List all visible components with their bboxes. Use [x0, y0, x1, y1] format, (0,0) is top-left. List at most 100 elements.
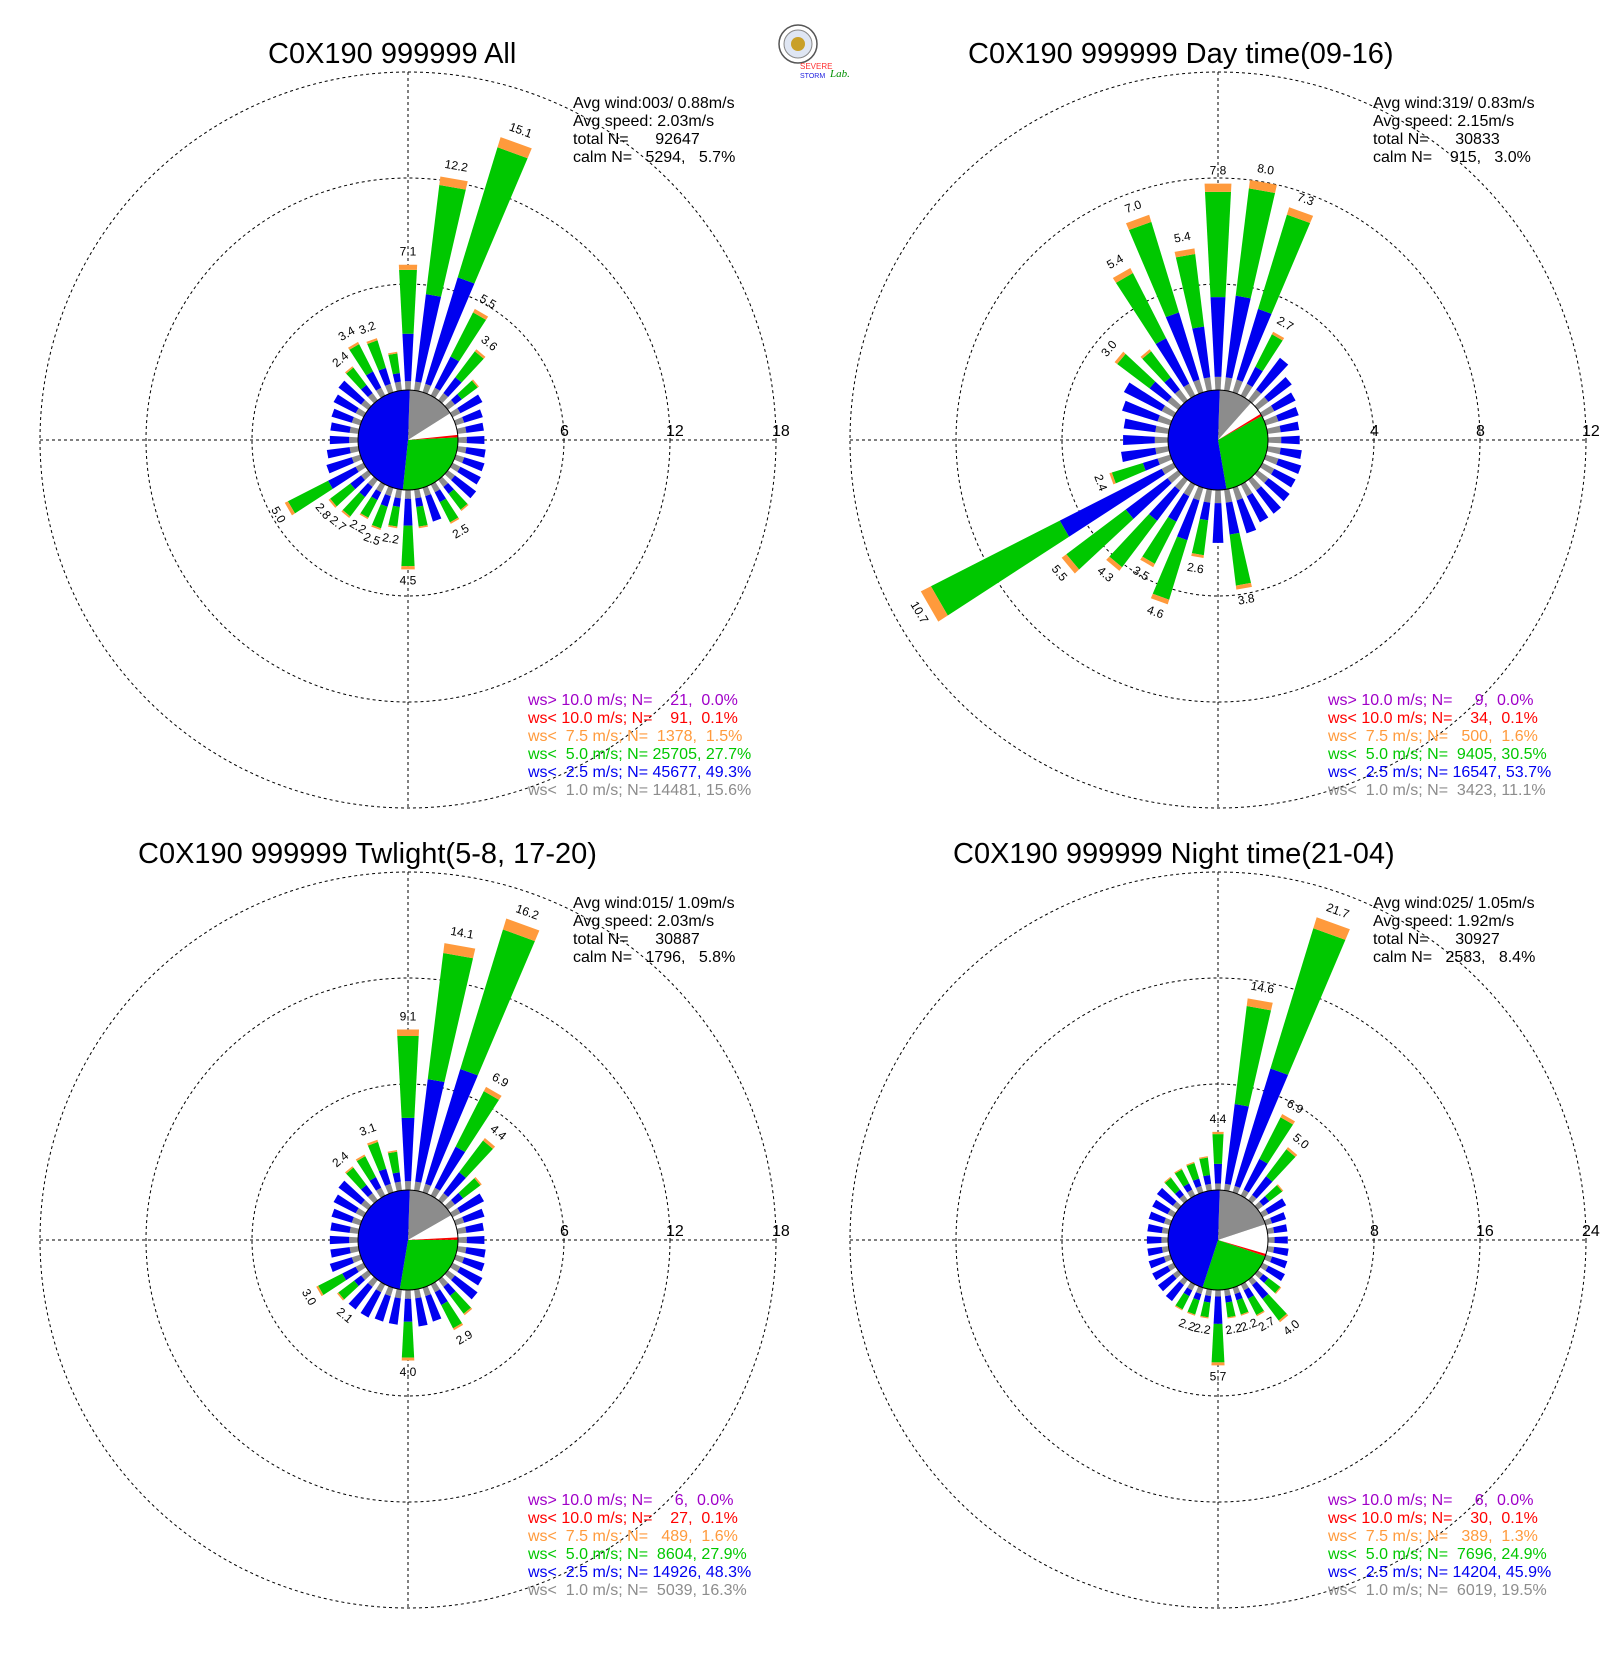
bar-segment-lt2_5 — [451, 1275, 478, 1300]
bar-label: 7.0 — [1123, 197, 1144, 216]
bar-segment-lt5 — [349, 344, 374, 376]
bar-segment-lt7_5 — [1286, 1147, 1298, 1157]
bar-segment-lt2_5 — [403, 498, 413, 526]
bar-segment-lt2_5 — [1243, 1287, 1254, 1299]
bar-segment-lt5 — [450, 312, 487, 362]
range-ring — [145, 177, 671, 703]
bar-segment-lt2_5 — [415, 294, 442, 383]
bar-segment-lt1 — [1240, 481, 1253, 497]
bar-segment-lt5 — [346, 367, 367, 390]
bar-segment-lt1 — [349, 436, 359, 444]
bar-segment-lt1 — [349, 1246, 360, 1254]
bar-segment-lt2_5 — [378, 367, 391, 386]
bar-segment-lt2_5 — [360, 1289, 382, 1318]
bar-segment-lt7_5 — [1174, 248, 1196, 258]
bar-segment-lt2_5 — [457, 394, 483, 414]
bar-segment-lt7_5 — [1186, 1161, 1195, 1166]
legend-over10: ws> 10.0 m/s; N= 9, 0.0% — [1328, 692, 1534, 709]
bar-segment-lt1 — [1203, 488, 1212, 503]
bar-segment-lt5 — [1115, 273, 1167, 345]
bar-segment-lt1 — [367, 393, 378, 404]
bar-segment-lt1 — [1232, 379, 1243, 394]
bar-segment-lt1 — [1205, 1288, 1212, 1297]
bar-segment-lt1 — [438, 1276, 449, 1287]
bar-segment-lt2_5 — [1155, 338, 1190, 387]
wind-rose-panel-twilight: 6 12 18 9.1 14.1 16.2 6.9 4.4 2.9 4.0 2.1 3.0 2.4 3.1… — [0, 800, 810, 1630]
ring-label: 6 — [560, 1223, 569, 1240]
bar-segment-lt5 — [287, 480, 333, 514]
bar-segment-lt7_5 — [1212, 1131, 1224, 1135]
bar-segment-lt1 — [1161, 462, 1177, 475]
avg-wind: Avg wind:015/ 1.09m/s — [573, 895, 735, 912]
speed-legend: ws> 10.0 m/s; N= 6, 0.0% ws< 10.0 m/s; N… — [528, 1492, 751, 1600]
bar-segment-lt5 — [1117, 353, 1156, 389]
bar-segment-lt2_5 — [1148, 1256, 1166, 1269]
bar-segment-lt2_5 — [1165, 1281, 1184, 1302]
bar-segment-lt1 — [1195, 1286, 1204, 1295]
bar-segment-lt1 — [351, 417, 362, 426]
bar-segment-lt7_5 — [483, 1137, 496, 1149]
bar-segment-lt2_5 — [348, 1283, 373, 1310]
pie-slice-lt5 — [402, 437, 458, 490]
bar-segment-lt2_5 — [462, 1257, 485, 1272]
bar-segment-lt2_5 — [415, 1297, 428, 1327]
panel-title: C0X190 999999 Night time(21-04) — [953, 838, 1395, 870]
bar-segment-lt2_5 — [360, 1184, 373, 1197]
bar-segment-lt2_5 — [1152, 1199, 1171, 1215]
bar-label: 2.9 — [453, 1327, 475, 1348]
bar-segment-lt2_5 — [333, 1194, 359, 1214]
bar-segment-lt1 — [1259, 462, 1275, 475]
bar-segment-lt7_5 — [341, 510, 351, 519]
bar-label: 16.2 — [514, 901, 541, 922]
calm-n: calm N= 5294, 5.7% — [573, 149, 736, 166]
bar-segment-lt1 — [1167, 396, 1182, 410]
bar-segment-lt7_5 — [398, 264, 418, 270]
bar-segment-lt1 — [1193, 379, 1204, 394]
bar-segment-lt5 — [427, 953, 474, 1083]
range-ring — [145, 977, 671, 1503]
bar-segment-lt7_5 — [388, 351, 398, 355]
bar-segment-lt1 — [349, 1226, 360, 1234]
bar-label: 3.0 — [1098, 337, 1120, 359]
bar-segment-lt7_5 — [449, 517, 460, 524]
bar-segment-lt2_5 — [1279, 421, 1300, 433]
bar-segment-lt1 — [361, 1199, 372, 1210]
bar-segment-lt1 — [1240, 1281, 1249, 1291]
bar-segment-lt1 — [1240, 1189, 1249, 1199]
bar-segment-lt1 — [1232, 486, 1243, 501]
pie-outline — [1167, 1189, 1269, 1291]
bar-label: 3.4 — [336, 323, 358, 344]
bar-segment-lt2_5 — [1183, 1183, 1193, 1193]
bar-segment-lt1 — [361, 399, 372, 410]
bar-segment-lt1 — [404, 1181, 412, 1191]
bar-segment-lt1 — [414, 488, 422, 499]
bar-label: 2.4 — [329, 1148, 351, 1170]
bar-segment-lt1 — [1187, 1281, 1196, 1291]
bar-segment-lt5 — [367, 340, 386, 371]
legend-lt5: ws< 5.0 m/s; N= 8604, 27.9% — [528, 1546, 747, 1563]
bar-segment-lt5 — [450, 1291, 472, 1314]
bar-segment-lt5 — [1164, 1177, 1181, 1194]
bar-segment-lt2_5 — [1270, 1256, 1288, 1269]
bar-label: 3.2 — [357, 318, 378, 337]
bar-segment-lt2_5 — [388, 1297, 401, 1325]
bar-segment-lt1 — [1187, 1189, 1196, 1199]
bar-label: 4.6 — [1145, 603, 1166, 622]
bar-segment-lt2_5 — [1243, 1158, 1268, 1193]
bar-segment-lt5 — [330, 483, 356, 507]
bar-segment-lt1 — [449, 462, 461, 473]
bar-segment-lt2_5 — [1125, 478, 1172, 519]
bar-segment-lt1 — [361, 1270, 372, 1281]
bar-segment-lt1 — [1266, 425, 1281, 434]
bar-label: 21.7 — [1324, 900, 1351, 921]
bar-label: 3.0 — [299, 1286, 320, 1308]
bar-segment-lt5 — [439, 498, 459, 523]
legend-lt1: ws< 1.0 m/s; N= 3423, 11.1% — [1328, 782, 1546, 799]
bar-segment-lt1 — [404, 489, 412, 499]
ring-label: 18 — [772, 423, 790, 440]
legend-lt7_5: ws< 7.5 m/s; N= 1378, 1.5% — [528, 728, 743, 745]
bar-segment-lt1 — [1259, 405, 1275, 418]
bar-segment-lt2_5 — [443, 483, 455, 494]
bar-segment-lt7_5 — [1114, 351, 1126, 364]
bar-segment-lt7_5 — [344, 1166, 354, 1174]
